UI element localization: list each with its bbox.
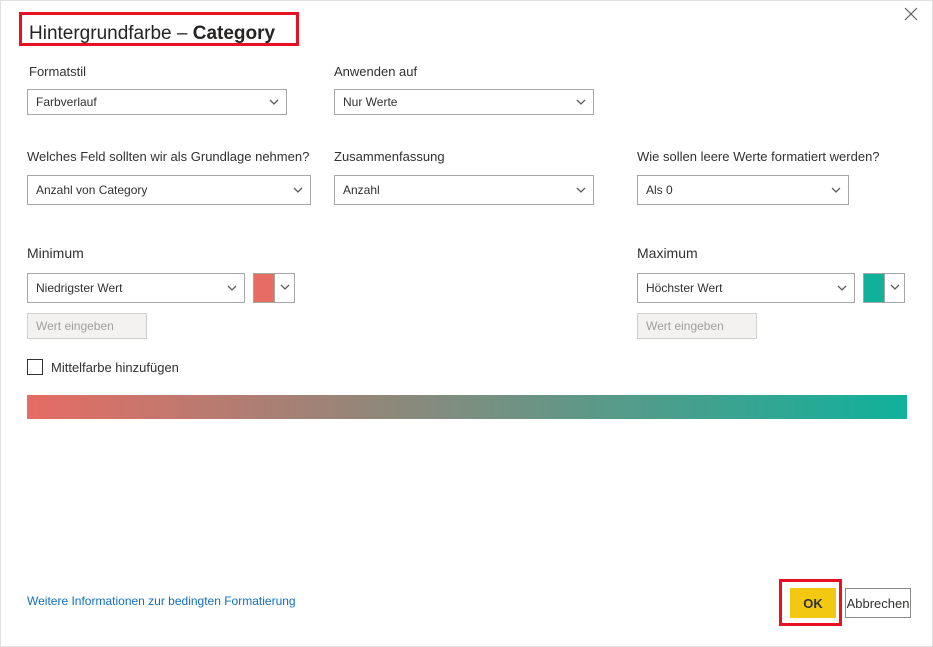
summarization-select[interactable]: Anzahl bbox=[334, 175, 594, 205]
apply-to-label: Anwenden auf bbox=[334, 64, 417, 79]
chevron-down-icon bbox=[279, 281, 291, 296]
dialog-title-field: Category bbox=[193, 23, 275, 44]
apply-to-select[interactable]: Nur Werte bbox=[334, 89, 594, 115]
ok-button[interactable]: OK bbox=[790, 588, 836, 618]
chevron-down-icon bbox=[830, 184, 842, 196]
apply-to-value: Nur Werte bbox=[343, 95, 397, 109]
maximum-value-placeholder: Wert eingeben bbox=[646, 319, 724, 333]
minimum-value-placeholder: Wert eingeben bbox=[36, 319, 114, 333]
minimum-value-input[interactable]: Wert eingeben bbox=[27, 313, 147, 339]
dialog-title-prefix: Hintergrundfarbe – bbox=[29, 23, 193, 44]
close-icon[interactable] bbox=[904, 7, 922, 25]
add-middle-color-row: Mittelfarbe hinzufügen bbox=[27, 359, 179, 375]
chevron-down-icon bbox=[226, 282, 238, 294]
maximum-color-swatch[interactable] bbox=[863, 273, 885, 303]
chevron-down-icon bbox=[575, 96, 587, 108]
summarization-value: Anzahl bbox=[343, 183, 380, 197]
gradient-preview bbox=[27, 395, 907, 419]
maximum-color-chevron[interactable] bbox=[885, 273, 905, 303]
format-style-value: Farbverlauf bbox=[36, 95, 97, 109]
maximum-value: Höchster Wert bbox=[646, 281, 722, 295]
minimum-value: Niedrigster Wert bbox=[36, 281, 122, 295]
empty-values-select[interactable]: Als 0 bbox=[637, 175, 849, 205]
chevron-down-icon bbox=[836, 282, 848, 294]
chevron-down-icon bbox=[575, 184, 587, 196]
base-field-value: Anzahl von Category bbox=[36, 183, 147, 197]
add-middle-color-checkbox[interactable] bbox=[27, 359, 43, 375]
cancel-button[interactable]: Abbrechen bbox=[845, 588, 911, 618]
empty-values-value: Als 0 bbox=[646, 183, 673, 197]
learn-more-link[interactable]: Weitere Informationen zur bedingten Form… bbox=[27, 594, 296, 608]
chevron-down-icon bbox=[268, 96, 280, 108]
maximum-select[interactable]: Höchster Wert bbox=[637, 273, 855, 303]
chevron-down-icon bbox=[889, 281, 901, 296]
summarization-label: Zusammenfassung bbox=[334, 149, 445, 164]
base-field-select[interactable]: Anzahl von Category bbox=[27, 175, 311, 205]
chevron-down-icon bbox=[292, 184, 304, 196]
minimum-color-chevron[interactable] bbox=[275, 273, 295, 303]
format-style-select[interactable]: Farbverlauf bbox=[27, 89, 287, 115]
minimum-color-swatch[interactable] bbox=[253, 273, 275, 303]
format-style-label: Formatstil bbox=[29, 64, 86, 79]
maximum-label: Maximum bbox=[637, 245, 698, 261]
base-field-label: Welches Feld sollten wir als Grundlage n… bbox=[27, 149, 309, 164]
dialog-title: Hintergrundfarbe – Category bbox=[29, 23, 275, 45]
maximum-value-input[interactable]: Wert eingeben bbox=[637, 313, 757, 339]
add-middle-color-label: Mittelfarbe hinzufügen bbox=[51, 360, 179, 375]
minimum-select[interactable]: Niedrigster Wert bbox=[27, 273, 245, 303]
minimum-label: Minimum bbox=[27, 245, 84, 261]
empty-values-label: Wie sollen leere Werte formatiert werden… bbox=[637, 149, 880, 164]
